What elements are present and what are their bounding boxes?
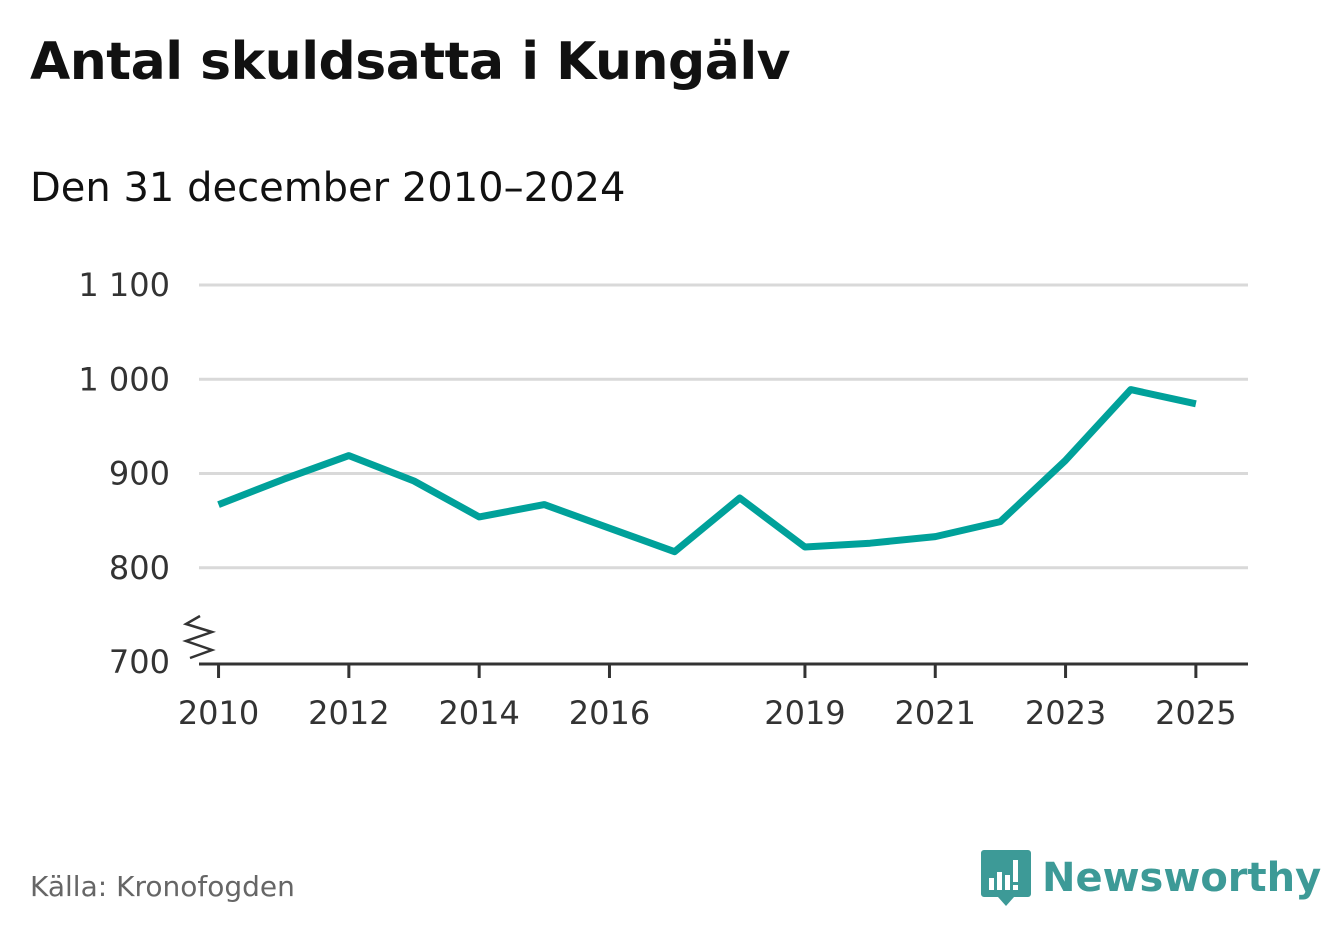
x-tick-label: 2016 [569,694,650,732]
x-axis-ticks: 2010 2012 2014 2016 2019 2021 2023 2025 [178,664,1237,732]
newsworthy-logo-icon [981,850,1031,906]
chart-subtitle: Den 31 december 2010–2024 [30,165,626,211]
series-group [217,386,1197,556]
x-tick-label: 2025 [1155,694,1236,732]
brand-logo: Newsworthy [980,848,1321,908]
x-axis [182,614,1248,666]
series-line [217,386,1197,556]
y-tick-label: 700 [109,643,170,681]
x-tick-label: 2023 [1025,694,1106,732]
source-note: Källa: Kronofogden [30,870,295,903]
y-tick-label: 900 [109,455,170,493]
y-tick-label: 800 [109,549,170,587]
gridlines [199,283,1248,570]
x-tick-label: 2014 [438,694,519,732]
axis-break-icon [182,614,217,660]
chart-title: Antal skuldsatta i Kungälv [30,32,791,92]
y-axis-ticks: 700 800 900 1 000 1 100 [78,266,170,681]
x-tick-label: 2019 [764,694,845,732]
brand-name: Newsworthy [1042,855,1322,901]
x-tick-label: 2012 [308,694,389,732]
x-tick-label: 2021 [895,694,976,732]
y-tick-label: 1 100 [78,266,170,304]
x-tick-label: 2010 [178,694,259,732]
y-tick-label: 1 000 [78,360,170,398]
